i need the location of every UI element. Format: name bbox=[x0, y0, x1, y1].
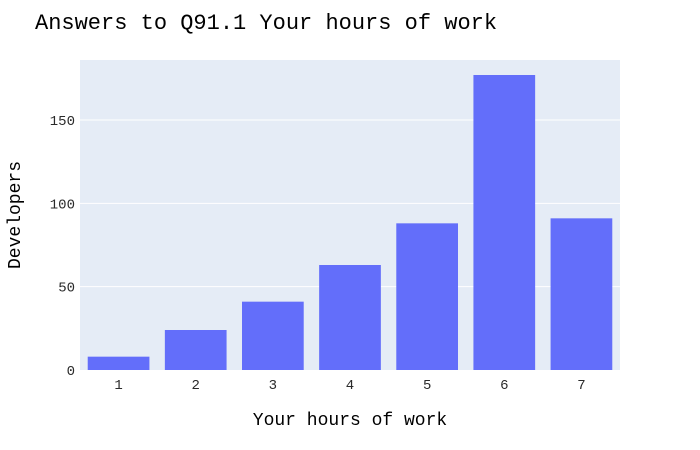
x-tick-label: 4 bbox=[346, 378, 354, 394]
y-tick-label: 100 bbox=[50, 197, 75, 213]
y-axis-title: Developers bbox=[6, 161, 26, 269]
bar-2 bbox=[164, 330, 227, 370]
bar-3 bbox=[242, 301, 304, 370]
x-tick-label: 6 bbox=[500, 378, 508, 394]
bar-7 bbox=[550, 218, 613, 370]
x-axis-title: Your hours of work bbox=[253, 411, 447, 431]
bar-4 bbox=[319, 265, 381, 370]
x-axis-ticks: 1 2 3 4 5 6 7 bbox=[114, 378, 585, 394]
x-tick-label: 3 bbox=[269, 378, 277, 394]
x-tick-label: 7 bbox=[577, 378, 585, 394]
chart-title: Answers to Q91.1 Your hours of work bbox=[35, 11, 497, 36]
x-tick-label: 2 bbox=[192, 378, 200, 394]
bars bbox=[87, 75, 613, 370]
y-tick-label: 150 bbox=[50, 114, 75, 130]
bar-5 bbox=[396, 223, 458, 370]
x-tick-label: 1 bbox=[114, 378, 122, 394]
y-tick-label: 0 bbox=[67, 364, 75, 380]
y-axis-ticks: 0 50 100 150 bbox=[50, 114, 75, 380]
bar-6 bbox=[473, 75, 536, 370]
y-tick-label: 50 bbox=[58, 281, 75, 297]
bar-1 bbox=[87, 356, 150, 370]
x-tick-label: 5 bbox=[423, 378, 431, 394]
